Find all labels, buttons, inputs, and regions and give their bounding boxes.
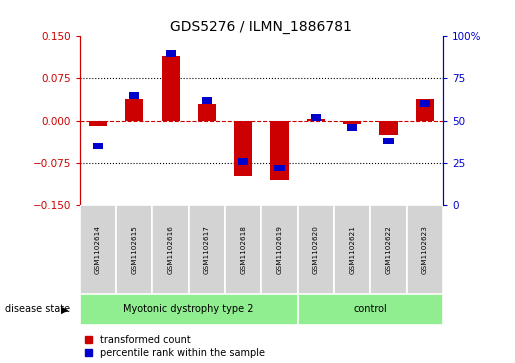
FancyBboxPatch shape — [116, 205, 152, 294]
Bar — [343, 121, 361, 123]
FancyBboxPatch shape — [225, 205, 261, 294]
FancyBboxPatch shape — [152, 205, 188, 294]
Bar — [238, 158, 248, 164]
Bar — [383, 138, 393, 144]
Text: ▶: ▶ — [61, 304, 68, 314]
Text: GSM1102622: GSM1102622 — [385, 225, 391, 274]
Legend: transformed count, percentile rank within the sample: transformed count, percentile rank withi… — [84, 335, 265, 358]
Bar — [416, 99, 434, 121]
Bar — [380, 121, 398, 135]
Text: GSM1102615: GSM1102615 — [131, 225, 138, 274]
FancyBboxPatch shape — [188, 205, 225, 294]
Text: Myotonic dystrophy type 2: Myotonic dystrophy type 2 — [124, 305, 254, 314]
FancyBboxPatch shape — [334, 205, 370, 294]
Title: GDS5276 / ILMN_1886781: GDS5276 / ILMN_1886781 — [170, 20, 352, 34]
Bar — [202, 97, 212, 104]
Bar — [420, 101, 430, 107]
Bar — [198, 104, 216, 121]
Bar — [129, 92, 140, 99]
Text: GSM1102616: GSM1102616 — [167, 225, 174, 274]
Text: GSM1102623: GSM1102623 — [422, 225, 428, 274]
FancyBboxPatch shape — [298, 205, 334, 294]
Bar — [307, 119, 325, 121]
Bar — [93, 143, 103, 150]
Text: GSM1102617: GSM1102617 — [204, 225, 210, 274]
Bar — [89, 121, 107, 126]
Bar — [165, 50, 176, 57]
Text: GSM1102619: GSM1102619 — [277, 225, 283, 274]
Bar — [347, 124, 357, 131]
Bar — [125, 99, 143, 121]
Bar — [311, 114, 321, 121]
FancyBboxPatch shape — [370, 205, 406, 294]
Text: GSM1102618: GSM1102618 — [240, 225, 246, 274]
Bar — [270, 121, 288, 180]
Text: GSM1102621: GSM1102621 — [349, 225, 355, 274]
FancyBboxPatch shape — [80, 294, 298, 325]
FancyBboxPatch shape — [261, 205, 298, 294]
Text: disease state: disease state — [5, 304, 70, 314]
FancyBboxPatch shape — [406, 205, 443, 294]
Bar — [234, 121, 252, 176]
Text: GSM1102620: GSM1102620 — [313, 225, 319, 274]
Bar — [274, 164, 285, 171]
FancyBboxPatch shape — [80, 205, 116, 294]
Text: GSM1102614: GSM1102614 — [95, 225, 101, 274]
FancyBboxPatch shape — [298, 294, 443, 325]
Bar — [162, 56, 180, 121]
Text: control: control — [353, 305, 387, 314]
